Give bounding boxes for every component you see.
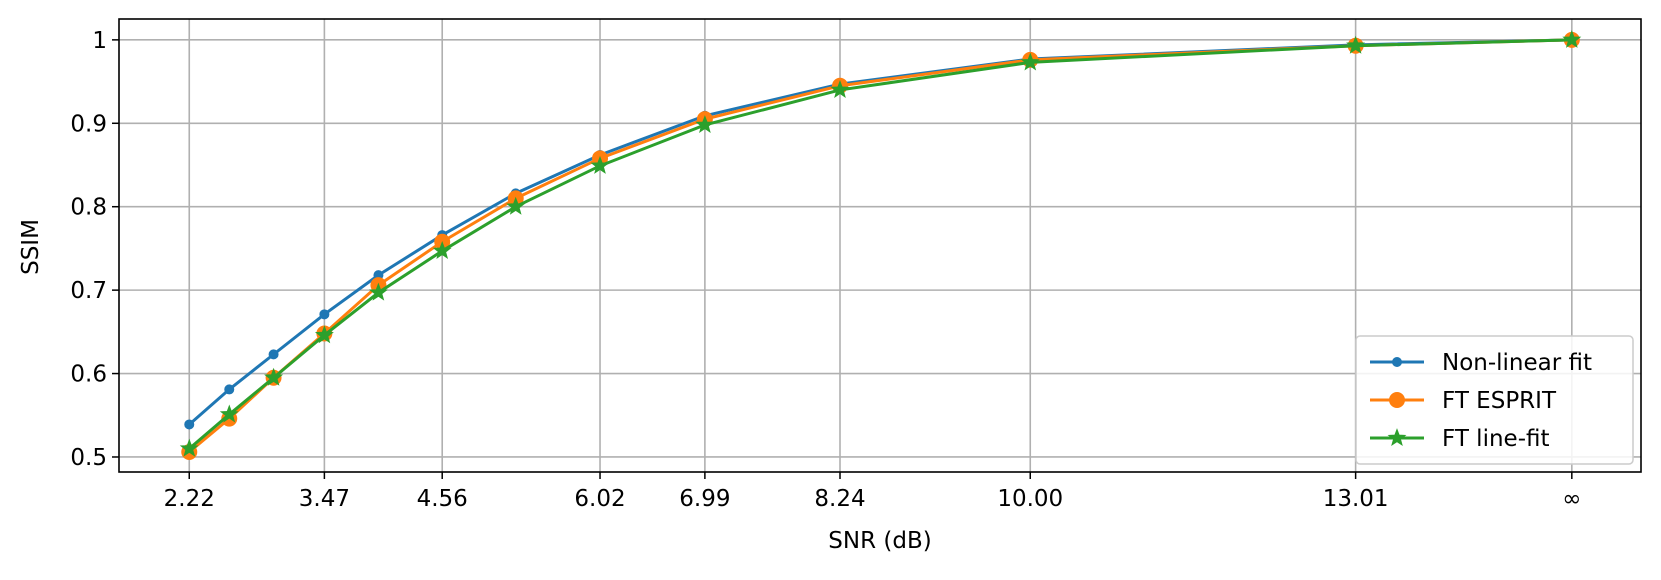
legend-label: Non-linear fit [1442,350,1592,376]
legend-marker [1389,392,1405,408]
plot-frame [118,18,1642,473]
legend-label: FT line-fit [1442,426,1550,452]
marker [219,404,239,423]
marker [184,419,195,430]
marker [224,384,235,395]
marker [264,367,284,386]
marker [1346,35,1366,54]
x-tick-label: 2.22 [164,486,215,512]
y-tick-label: 0.5 [70,445,107,471]
marker [368,282,388,301]
y-axis-label: SSIM [18,219,44,275]
y-tick-label: 1 [92,28,107,54]
y-tick-label: 0.9 [70,111,107,137]
marker [314,325,334,344]
marker [590,155,610,174]
x-tick-label: ∞ [1562,486,1581,512]
legend-marker [1387,428,1407,447]
x-tick-label: 4.56 [417,486,468,512]
x-tick-label: 6.99 [679,486,730,512]
marker [179,438,199,457]
x-tick-label: 8.24 [814,486,865,512]
y-tick-label: 0.6 [70,362,107,388]
marker [695,115,715,133]
marker [506,196,526,215]
x-tick-label: 3.47 [299,486,350,512]
marker [830,79,850,98]
legend-label: FT ESPRIT [1442,388,1557,414]
x-axis-label: SNR (dB) [828,528,931,554]
y-tick-label: 0.8 [70,195,107,221]
legend: Non-linear fit FT ESPRIT FT line-fit [1355,335,1634,465]
legend-box [1355,335,1634,465]
marker [1020,52,1040,71]
marker [319,309,330,320]
x-tick-label: 10.00 [997,486,1063,512]
marker [1562,29,1582,48]
x-tick-label: 13.01 [1323,486,1389,512]
y-tick-label: 0.7 [70,278,107,304]
marker [432,240,452,259]
legend-marker [1392,357,1402,367]
x-tick-label: 6.02 [574,486,625,512]
marker [268,349,279,360]
